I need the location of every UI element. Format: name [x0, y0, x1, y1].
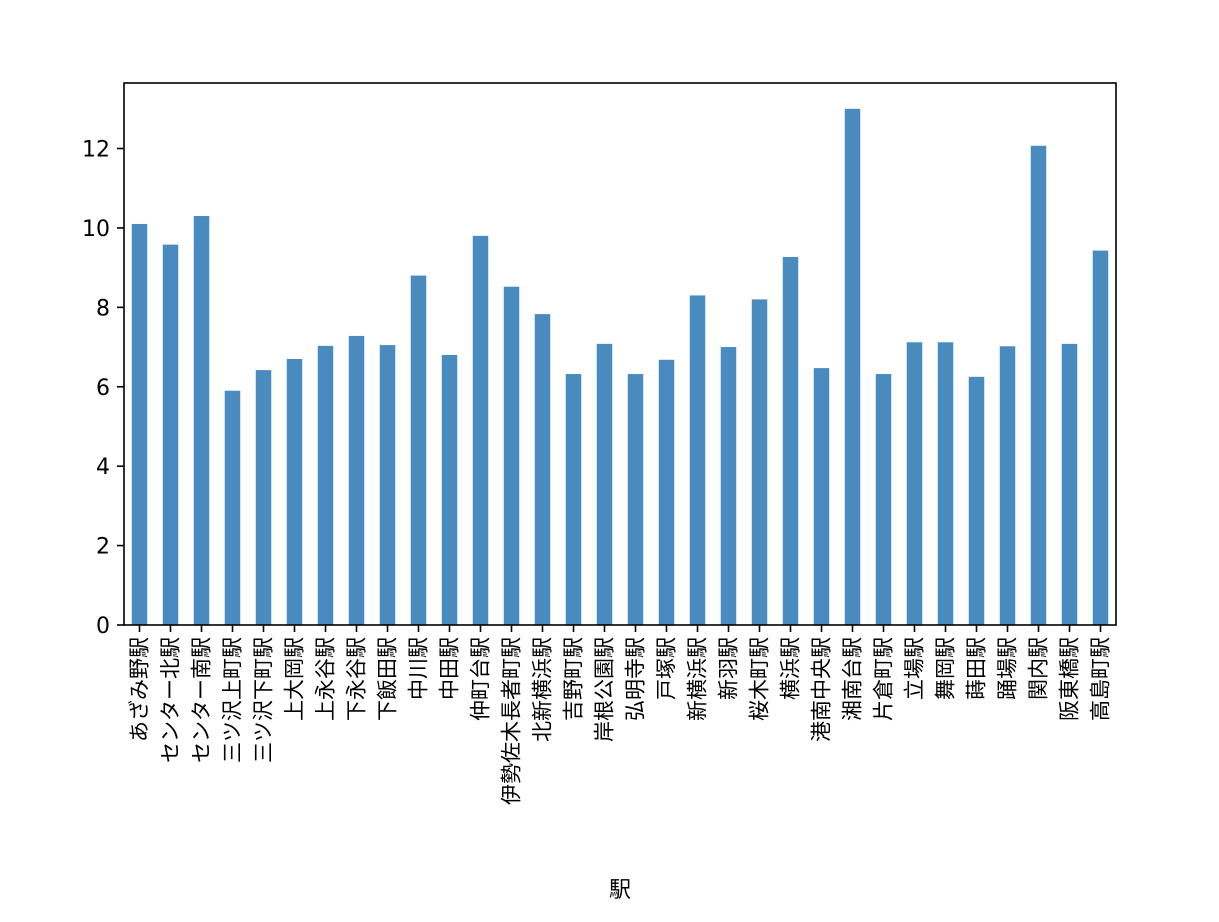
x-tick-label: 下永谷駅 — [345, 637, 369, 721]
x-tick-label: 弘明寺駅 — [624, 637, 648, 721]
x-tick-label: 岸根公園駅 — [593, 637, 617, 742]
bar-戸塚駅 — [658, 359, 675, 625]
bar-横浜駅 — [782, 256, 799, 625]
bar-上永谷駅 — [317, 345, 334, 625]
x-tick-label: センター南駅 — [190, 637, 214, 763]
bars-group — [131, 108, 1109, 626]
x-tick-label: 下飯田駅 — [376, 637, 400, 721]
plot-frame — [123, 82, 1117, 626]
x-tick-label: 上大岡駅 — [283, 637, 307, 721]
x-tick-label: センター北駅 — [159, 637, 183, 763]
bar-岸根公園駅 — [596, 343, 613, 625]
bar-下永谷駅 — [348, 335, 365, 625]
bar-下飯田駅 — [379, 345, 396, 625]
x-axis-label: 駅 — [609, 878, 631, 903]
bar-中田駅 — [441, 354, 458, 625]
bar-蒔田駅 — [968, 376, 985, 625]
bar-伊勢佐木長者町駅 — [503, 286, 520, 625]
x-tick-label: 伊勢佐木長者町駅 — [500, 637, 524, 805]
x-tick-label: 蒔田駅 — [965, 637, 989, 700]
x-tick-label: 三ツ沢下町駅 — [252, 637, 276, 763]
bar-中川駅 — [410, 275, 427, 625]
x-tick-label: 桜木町駅 — [748, 637, 772, 721]
bar-仲町台駅 — [472, 235, 489, 625]
y-tick-label: 2 — [96, 535, 110, 560]
bar-弘明寺駅 — [627, 374, 644, 625]
y-tick-label: 8 — [96, 296, 110, 321]
x-tick-label: 踊場駅 — [996, 637, 1020, 700]
bar-舞岡駅 — [937, 342, 954, 625]
bar-三ツ沢下町駅 — [255, 370, 272, 625]
bar-関内駅 — [1030, 145, 1047, 626]
bar-港南中央駅 — [813, 368, 830, 625]
x-tick-label: 片倉町駅 — [872, 637, 896, 721]
bar-吉野町駅 — [565, 374, 582, 625]
x-tick-label: 戸塚駅 — [655, 637, 679, 700]
x-tick-label: 中田駅 — [438, 637, 462, 700]
bar-三ツ沢上町駅 — [224, 390, 241, 625]
x-tick-label: 関内駅 — [1027, 637, 1051, 700]
bar-片倉町駅 — [875, 374, 892, 625]
x-tick-label: 吉野町駅 — [562, 637, 586, 721]
x-tick-label: 立場駅 — [903, 637, 927, 700]
x-tick-label: 上永谷駅 — [314, 637, 338, 721]
bar-新羽駅 — [720, 347, 737, 625]
x-tick-label: 阪東橋駅 — [1058, 637, 1082, 721]
bar-踊場駅 — [999, 346, 1016, 625]
x-tick-label: 港南中央駅 — [810, 637, 834, 742]
bar-湘南台駅 — [844, 108, 861, 625]
bar-立場駅 — [906, 342, 923, 625]
x-tick-label: 新横浜駅 — [686, 637, 710, 721]
y-axis: 0 2 4 6 8 10 12 — [82, 138, 124, 639]
y-tick-label: 10 — [82, 217, 110, 242]
bar-高島町駅 — [1092, 250, 1109, 625]
bar-上大岡駅 — [286, 358, 303, 625]
x-tick-label: 湘南台駅 — [841, 637, 865, 721]
x-tick-label: 新羽駅 — [717, 637, 741, 700]
x-tick-label: 中川駅 — [407, 637, 431, 700]
x-tick-label: 北新横浜駅 — [531, 637, 555, 742]
y-tick-label: 0 — [96, 614, 110, 639]
bar-センター南駅 — [193, 216, 210, 625]
y-tick-label: 6 — [96, 376, 110, 401]
x-tick-label: 三ツ沢上町駅 — [221, 637, 245, 763]
x-axis: あざみ野駅 センター北駅 センター南駅 三ツ沢上町駅 三ツ沢下町駅 上大岡駅 上永谷駅 下永谷… — [128, 625, 1113, 805]
x-tick-label: 舞岡駅 — [934, 637, 958, 700]
y-tick-label: 12 — [82, 138, 110, 163]
x-tick-label: あざみ野駅 — [128, 637, 152, 742]
bar-新横浜駅 — [689, 295, 706, 625]
x-tick-label: 横浜駅 — [779, 637, 803, 700]
y-tick-label: 4 — [96, 455, 110, 480]
bar-あざみ野駅 — [131, 223, 148, 625]
bar-桜木町駅 — [751, 299, 768, 625]
bar-阪東橋駅 — [1061, 343, 1078, 625]
x-tick-label: 仲町台駅 — [469, 637, 493, 721]
bar-センター北駅 — [162, 244, 179, 626]
bar-北新横浜駅 — [534, 314, 551, 625]
x-tick-label: 高島町駅 — [1089, 637, 1113, 721]
